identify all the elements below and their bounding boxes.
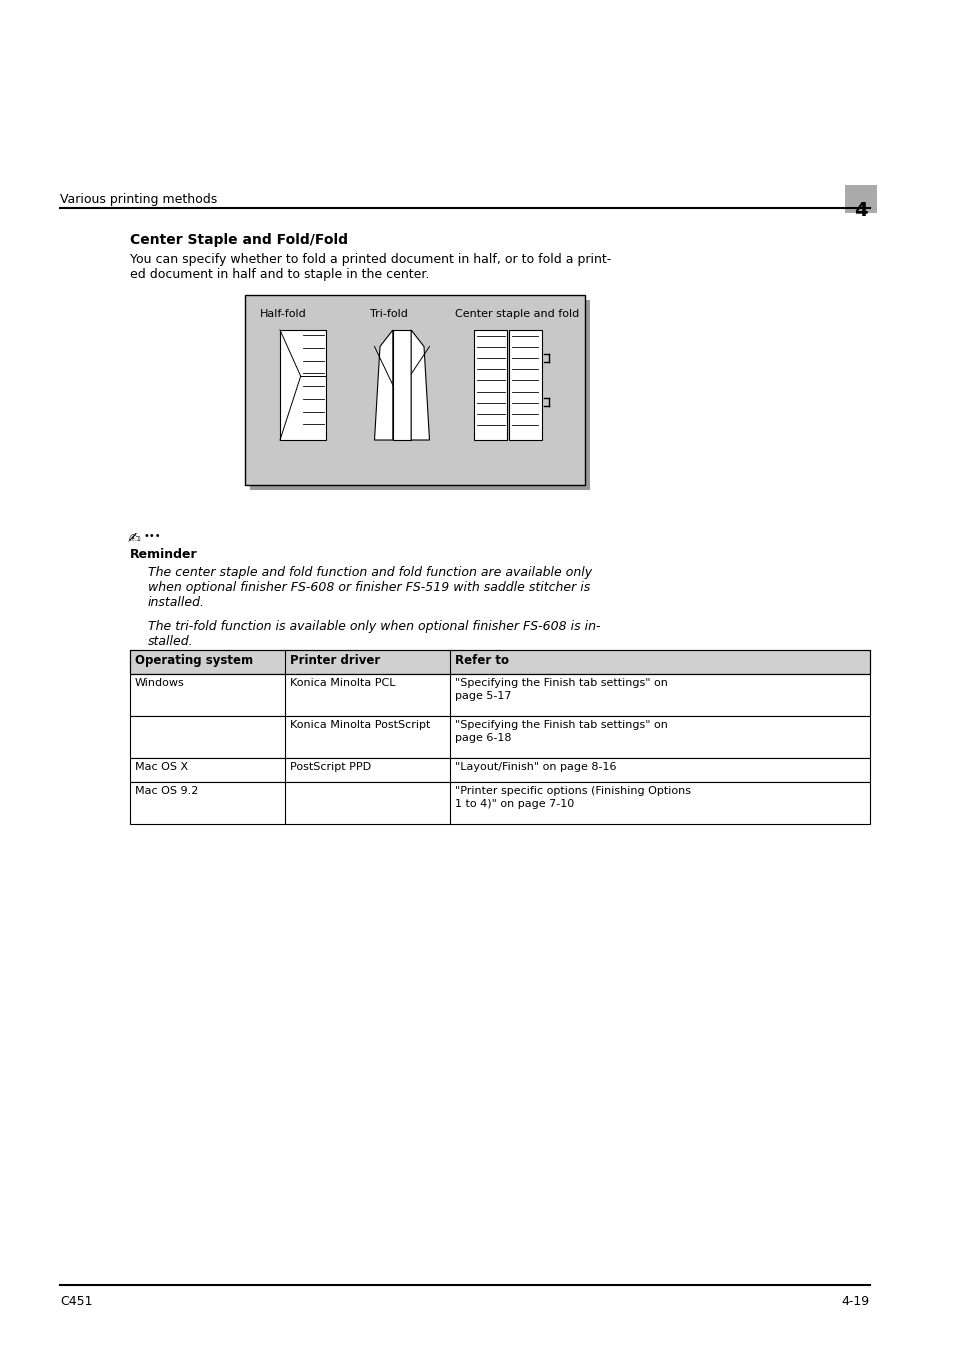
Text: Various printing methods: Various printing methods: [60, 193, 217, 207]
Text: 4: 4: [853, 201, 867, 220]
Text: C451: C451: [60, 1295, 92, 1308]
Text: Konica Minolta PostScript: Konica Minolta PostScript: [290, 720, 430, 730]
Text: ✍: ✍: [128, 531, 141, 545]
Bar: [509, 329, 541, 440]
Bar: [130, 649, 869, 674]
Text: 4-19: 4-19: [841, 1295, 869, 1308]
Text: Operating system: Operating system: [135, 653, 253, 667]
Text: Refer to: Refer to: [455, 653, 509, 667]
Bar: [245, 296, 584, 485]
Text: Center Staple and Fold/Fold: Center Staple and Fold/Fold: [130, 234, 348, 247]
Bar: [130, 674, 869, 716]
Bar: [393, 329, 411, 440]
Text: Reminder: Reminder: [130, 548, 197, 562]
Text: "Specifying the Finish tab settings" on
page 5-17: "Specifying the Finish tab settings" on …: [455, 678, 667, 701]
Bar: [130, 757, 869, 782]
Bar: [130, 649, 869, 674]
Text: "Printer specific options (Finishing Options
1 to 4)" on page 7-10: "Printer specific options (Finishing Opt…: [455, 786, 690, 809]
Polygon shape: [411, 329, 429, 440]
Polygon shape: [375, 329, 393, 440]
Text: The center staple and fold function and fold function are available only
when op: The center staple and fold function and …: [148, 566, 592, 609]
Text: You can specify whether to fold a printed document in half, or to fold a print-
: You can specify whether to fold a printe…: [130, 252, 611, 281]
Bar: [130, 782, 869, 824]
Text: PostScript PPD: PostScript PPD: [290, 761, 371, 772]
Bar: [280, 329, 326, 440]
Text: The tri-fold function is available only when optional finisher FS-608 is in-
sta: The tri-fold function is available only …: [148, 620, 599, 648]
Text: Center staple and fold: Center staple and fold: [455, 309, 578, 319]
Text: Windows: Windows: [135, 678, 185, 688]
Bar: [250, 300, 589, 490]
Bar: [130, 716, 869, 757]
Text: •••: •••: [144, 531, 161, 541]
Text: Half-fold: Half-fold: [260, 309, 307, 319]
Text: Mac OS X: Mac OS X: [135, 761, 188, 772]
Text: "Layout/Finish" on page 8-16: "Layout/Finish" on page 8-16: [455, 761, 616, 772]
Text: Konica Minolta PCL: Konica Minolta PCL: [290, 678, 395, 688]
Text: "Specifying the Finish tab settings" on
page 6-18: "Specifying the Finish tab settings" on …: [455, 720, 667, 744]
Bar: [474, 329, 506, 440]
Text: Tri-fold: Tri-fold: [370, 309, 408, 319]
Bar: [844, 185, 876, 213]
Text: Mac OS 9.2: Mac OS 9.2: [135, 786, 198, 796]
Text: Printer driver: Printer driver: [290, 653, 380, 667]
